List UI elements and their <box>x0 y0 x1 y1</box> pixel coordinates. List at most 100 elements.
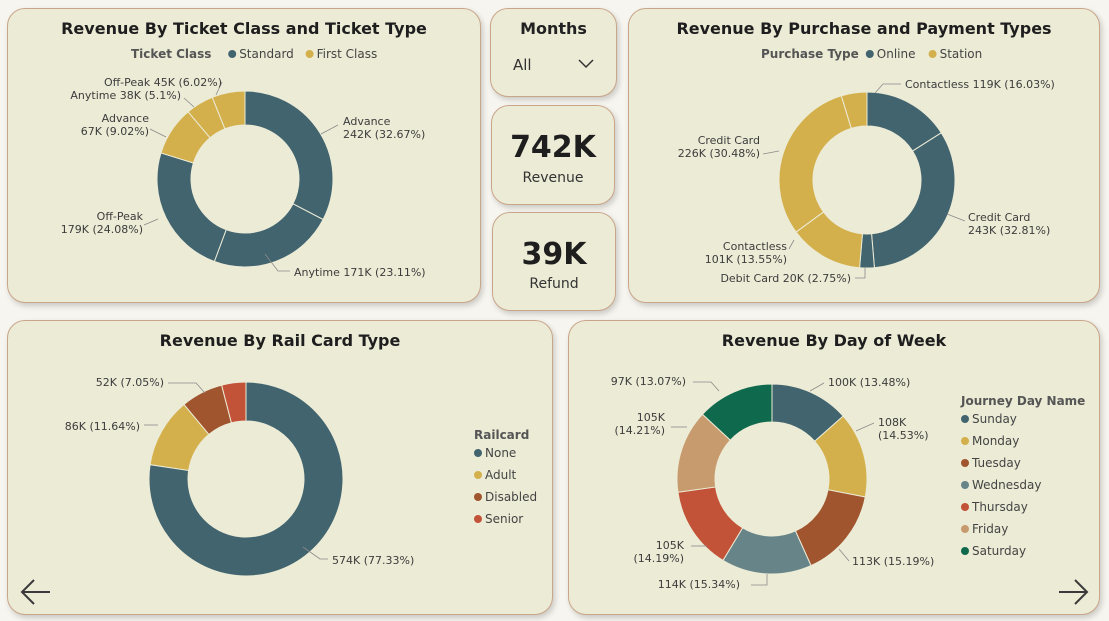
data-label: Contactless <box>723 240 787 253</box>
label-leader-line <box>855 422 875 432</box>
revenue-kpi-card: 742K Revenue <box>491 105 615 205</box>
legend-item[interactable]: Tuesday <box>971 456 1021 470</box>
label-leader-line <box>855 267 866 279</box>
legend-marker <box>865 50 874 58</box>
legend-marker <box>474 471 482 479</box>
data-label: 226K (30.48%) <box>678 147 760 160</box>
data-label: 86K (11.64%) <box>65 420 140 433</box>
label-leader-line <box>809 382 825 392</box>
data-label: 243K (32.81%) <box>968 224 1050 237</box>
purchase-type-card: Revenue By Purchase and Payment Types Co… <box>628 8 1100 303</box>
label-leader-line <box>264 253 290 272</box>
ticket-class-card: Revenue By Ticket Class and Ticket Type … <box>7 8 481 303</box>
data-label: 105K <box>656 539 685 552</box>
data-label: Debit Card 20K (2.75%) <box>720 272 851 285</box>
legend-item[interactable]: Sunday <box>972 412 1017 426</box>
legend-item[interactable]: Senior <box>485 512 523 526</box>
data-label: (14.19%) <box>633 552 684 565</box>
months-slicer-title: Months <box>520 19 587 38</box>
label-leader-line <box>143 218 159 226</box>
data-label: Contactless 119K (16.03%) <box>905 78 1055 91</box>
legend-item[interactable]: Saturday <box>972 544 1026 558</box>
data-label: 100K (13.48%) <box>828 376 910 389</box>
legend-marker <box>928 50 937 58</box>
legend-marker <box>961 415 969 423</box>
legend-title: Railcard <box>474 428 529 442</box>
legend-marker <box>961 547 969 555</box>
data-label: Advance <box>102 112 150 125</box>
donut-slice-saturday[interactable] <box>701 383 773 441</box>
data-label: (14.21%) <box>614 424 665 437</box>
legend-item[interactable]: Standard <box>239 47 294 61</box>
label-leader-line <box>215 81 223 96</box>
donut-slice-senior[interactable] <box>221 381 247 424</box>
revenue-value: 742K <box>510 130 596 165</box>
back-arrow-icon[interactable] <box>16 574 56 614</box>
data-label: (14.53%) <box>878 429 929 442</box>
data-label: 179K (24.08%) <box>61 223 143 236</box>
donut-slice-none[interactable] <box>148 381 344 577</box>
data-label: Anytime 171K (23.11%) <box>294 266 426 279</box>
months-selected-value: All <box>513 56 532 74</box>
label-leader-line <box>838 548 850 562</box>
donut-slice-advance[interactable] <box>244 90 334 221</box>
donut-slice-credit-card[interactable] <box>778 95 852 233</box>
data-label: 242K (32.67%) <box>343 128 425 141</box>
legend-item[interactable]: None <box>485 446 516 460</box>
revenue-label: Revenue <box>522 170 584 186</box>
legend-item[interactable]: Online <box>877 47 916 61</box>
donut-slice-off-peak[interactable] <box>211 90 246 130</box>
legend-item[interactable]: Disabled <box>485 490 537 504</box>
legend-item[interactable]: Friday <box>972 522 1008 536</box>
data-label: 108K <box>878 416 907 429</box>
refund-label: Refund <box>529 276 579 292</box>
data-label: 52K (7.05%) <box>96 376 164 389</box>
chart-title: Revenue By Ticket Class and Ticket Type <box>61 19 427 38</box>
legend-item[interactable]: Thursday <box>971 500 1028 514</box>
legend-title: Ticket Class <box>131 47 211 61</box>
donut-slice-off-peak[interactable] <box>156 152 227 263</box>
data-label: Credit Card <box>698 134 760 147</box>
legend-marker <box>961 437 969 445</box>
legend-item[interactable]: Station <box>940 47 983 61</box>
legend-item[interactable]: First Class <box>317 47 378 61</box>
data-label: 113K (15.19%) <box>852 555 934 568</box>
label-leader-line <box>183 97 195 108</box>
label-leader-line <box>751 574 768 586</box>
data-label: Off-Peak <box>97 210 144 223</box>
forward-arrow-icon[interactable] <box>1053 574 1093 614</box>
label-leader-line <box>320 124 339 135</box>
data-label: 101K (13.55%) <box>705 253 787 266</box>
legend-marker <box>961 503 969 511</box>
chart-title: Revenue By Purchase and Payment Types <box>676 19 1052 38</box>
data-label: Advance <box>343 115 391 128</box>
label-leader-line <box>302 546 328 560</box>
data-label: 97K (13.07%) <box>611 375 686 388</box>
donut-slice-debit-card[interactable] <box>840 91 868 129</box>
legend-item[interactable]: Adult <box>485 468 517 482</box>
legend-title: Journey Day Name <box>960 394 1085 408</box>
legend-marker <box>305 50 314 58</box>
data-label: Credit Card <box>968 211 1030 224</box>
label-leader-line <box>762 150 780 155</box>
donut-slice-anytime[interactable] <box>213 203 324 268</box>
legend-marker <box>961 525 969 533</box>
railcard-donut: 574K (77.33%) 86K (11.64%) 52K (7.05%) Rail… <box>65 376 537 577</box>
legend-item[interactable]: Monday <box>972 434 1019 448</box>
months-dropdown[interactable]: All <box>513 55 595 77</box>
legend-marker <box>474 449 482 457</box>
label-leader-line <box>788 239 795 250</box>
legend-marker <box>228 50 237 58</box>
purchase-type-donut: Contactless 119K (16.03%)Credit Card243K… <box>678 47 1055 285</box>
data-label: 114K (15.34%) <box>658 578 740 591</box>
legend-item[interactable]: Wednesday <box>972 478 1041 492</box>
chart-title: Revenue By Rail Card Type <box>159 331 401 350</box>
data-label: 574K (77.33%) <box>332 554 414 567</box>
chevron-down-icon[interactable] <box>513 55 595 77</box>
donut-slice-credit-card[interactable] <box>871 132 956 269</box>
months-slicer[interactable]: Months All <box>490 8 617 97</box>
legend-marker <box>961 481 969 489</box>
label-leader-line <box>946 213 966 222</box>
label-leader-line <box>874 83 901 94</box>
